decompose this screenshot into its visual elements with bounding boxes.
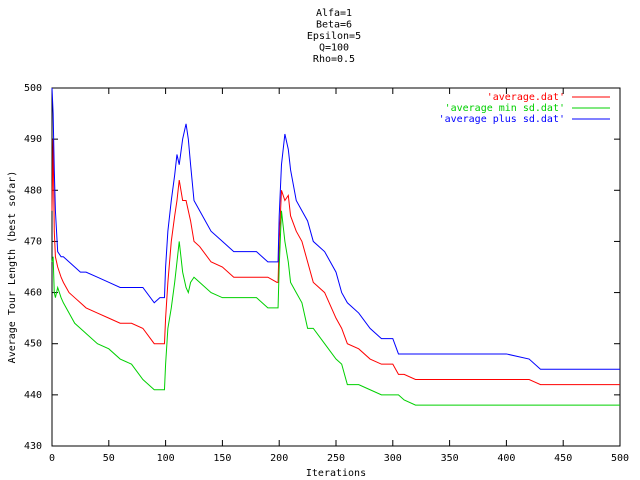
y-tick-label: 470 <box>24 236 42 247</box>
y-tick-label: 440 <box>24 390 42 401</box>
x-tick-label: 400 <box>497 453 515 464</box>
series-line <box>51 139 620 386</box>
y-tick-label: 430 <box>24 441 42 452</box>
chart-title: Q=100 <box>319 43 349 54</box>
x-tick-label: 350 <box>441 453 459 464</box>
x-tick-label: 0 <box>49 453 55 464</box>
legend-label: 'average min sd.dat' <box>445 103 565 114</box>
x-axis-label: Iterations <box>306 468 366 479</box>
x-tick-label: 250 <box>327 453 345 464</box>
x-tick-label: 450 <box>554 453 572 464</box>
y-tick-label: 480 <box>24 185 42 196</box>
y-tick-label: 450 <box>24 339 42 350</box>
x-tick-label: 500 <box>611 453 629 464</box>
chart-title: Epsilon=5 <box>307 31 361 42</box>
series-line <box>51 87 620 370</box>
series-line <box>51 210 620 406</box>
y-tick-label: 490 <box>24 134 42 145</box>
x-tick-label: 50 <box>103 453 115 464</box>
x-tick-label: 300 <box>384 453 402 464</box>
y-axis-label: Average Tour Length (best sofar) <box>7 171 18 364</box>
chart-title: Rho=0.5 <box>313 54 355 65</box>
y-tick-label: 500 <box>24 83 42 94</box>
legend-label: 'average.dat' <box>487 92 565 103</box>
x-tick-label: 150 <box>213 453 231 464</box>
x-tick-label: 100 <box>157 453 175 464</box>
legend-label: 'average plus sd.dat' <box>439 114 565 125</box>
x-tick-label: 200 <box>270 453 288 464</box>
chart-title: Alfa=1 <box>316 8 352 19</box>
plot-border <box>51 87 621 447</box>
y-tick-label: 460 <box>24 288 42 299</box>
chart-title: Beta=6 <box>316 20 352 31</box>
